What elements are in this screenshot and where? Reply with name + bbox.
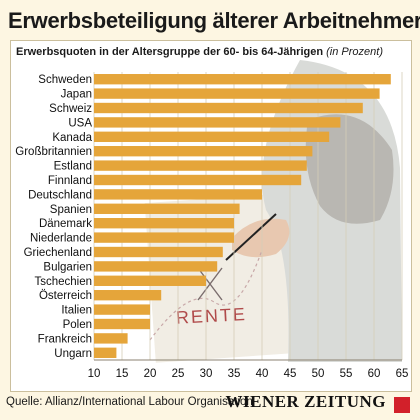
category-label-Österreich: Österreich	[39, 290, 92, 302]
x-tick-label-50: 50	[312, 368, 325, 380]
category-label-Griechenland: Griechenland	[24, 247, 92, 259]
page-title: Erwerbsbeteiligung älterer Arbeitnehmer	[8, 8, 420, 33]
bar-Niederlande	[94, 232, 234, 243]
x-tick-label-20: 20	[144, 368, 157, 380]
category-label-Großbritannien: Großbritannien	[15, 146, 92, 158]
bar-Deutschland	[94, 189, 262, 200]
bar-USA	[94, 117, 341, 128]
x-tick-label-10: 10	[88, 368, 101, 380]
category-label-Niederlande: Niederlande	[30, 233, 92, 245]
category-label-Schweden: Schweden	[38, 74, 92, 86]
x-tick-label-55: 55	[340, 368, 353, 380]
bar-Polen	[94, 318, 150, 330]
bar-Italien	[94, 304, 150, 315]
category-label-Frankreich: Frankreich	[38, 333, 92, 345]
category-label-Kanada: Kanada	[52, 132, 92, 144]
category-label-Dänemark: Dänemark	[39, 218, 92, 230]
bar-Großbritannien	[94, 146, 313, 157]
bar-Frankreich	[94, 333, 128, 344]
bar-Finnland	[94, 174, 302, 186]
rente-scribble: RENTE	[175, 304, 247, 328]
category-label-Bulgarien: Bulgarien	[43, 261, 92, 273]
category-label-Japan: Japan	[61, 89, 92, 101]
source-note: Quelle: Allianz/International Labour Org…	[6, 396, 253, 408]
x-tick-label-25: 25	[172, 368, 185, 380]
bar-Griechenland	[94, 246, 223, 258]
bar-Österreich	[94, 290, 162, 301]
category-label-Spanien: Spanien	[50, 204, 92, 216]
brand-square-icon	[394, 397, 410, 413]
x-tick-label-60: 60	[368, 368, 381, 380]
category-label-Schweiz: Schweiz	[49, 103, 92, 115]
bar-Dänemark	[94, 218, 234, 229]
x-tick-label-35: 35	[228, 368, 241, 380]
x-tick-label-15: 15	[116, 368, 129, 380]
bar-Schweden	[94, 74, 391, 85]
chart-subtitle-text: Erwerbsquoten in der Altersgruppe der 60…	[16, 46, 324, 58]
bar-Schweiz	[94, 102, 363, 114]
category-label-Italien: Italien	[61, 305, 92, 317]
x-tick-label-40: 40	[256, 368, 269, 380]
category-label-Deutschland: Deutschland	[28, 189, 92, 201]
category-label-Ungarn: Ungarn	[54, 348, 92, 360]
category-label-Tschechien: Tschechien	[34, 276, 92, 288]
bar-Bulgarien	[94, 261, 218, 272]
bar-Ungarn	[94, 347, 117, 358]
bar-Kanada	[94, 131, 330, 142]
chart-subtitle-note: (in Prozent)	[326, 46, 383, 58]
bar-Estland	[94, 160, 307, 171]
chart-subtitle: Erwerbsquoten in der Altersgruppe der 60…	[16, 46, 383, 62]
category-label-Finnland: Finnland	[48, 175, 92, 187]
brand-logo: WIENER ZEITUNG	[225, 392, 386, 411]
sketch-cross	[197, 267, 223, 301]
bar-Japan	[94, 88, 380, 99]
category-label-USA: USA	[68, 117, 92, 129]
x-tick-label-65: 65	[396, 368, 409, 380]
bar-Spanien	[94, 203, 240, 214]
category-label-Polen: Polen	[63, 319, 92, 331]
x-tick-label-30: 30	[200, 368, 213, 380]
hand-shape	[232, 218, 290, 258]
bar-Tschechien	[94, 275, 206, 286]
x-tick-label-45: 45	[284, 368, 297, 380]
category-label-Estland: Estland	[54, 161, 92, 173]
